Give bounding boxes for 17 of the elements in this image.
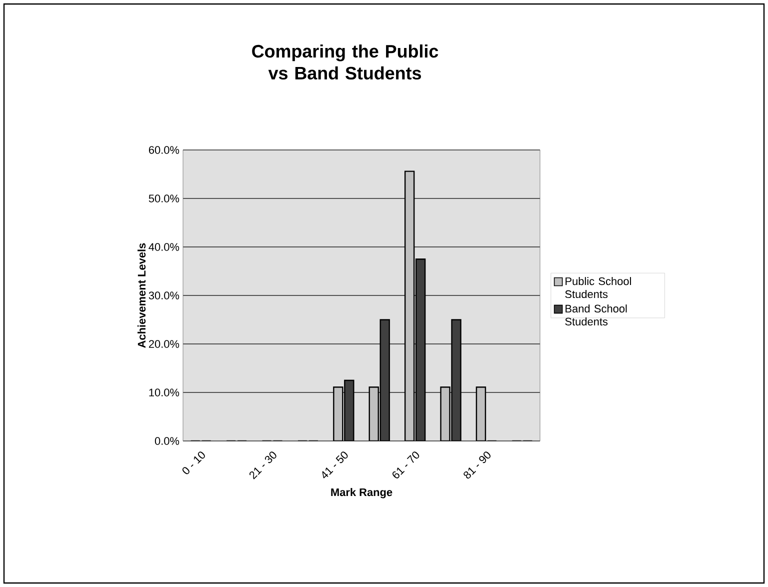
- y-tick-label: 10.0%: [149, 388, 180, 396]
- x-axis-title: Mark Range: [331, 488, 392, 498]
- y-tick-label: 30.0%: [148, 292, 180, 300]
- chart-title: Comparing the Public vs Band Students: [252, 44, 438, 80]
- y-tick-label: 60.0%: [148, 146, 180, 154]
- x-tick-label: 41 - 50: [322, 452, 348, 478]
- y-tick-label: 0.0%: [154, 437, 180, 445]
- x-tick-label: 81 - 90: [464, 452, 491, 479]
- x-tick-label: 21 - 30: [249, 452, 276, 480]
- y-axis-title: Achievement Levels: [138, 243, 146, 348]
- x-tick-label: 0 - 10: [182, 452, 205, 474]
- y-tick-label: 40.0%: [148, 243, 180, 251]
- legend-label: Public School Students: [565, 277, 631, 298]
- y-tick-label: 50.0%: [148, 194, 180, 202]
- x-tick-label: 61 - 70: [392, 452, 420, 478]
- y-tick-label: 20.0%: [148, 340, 180, 348]
- legend-label: Band School Students: [565, 304, 627, 326]
